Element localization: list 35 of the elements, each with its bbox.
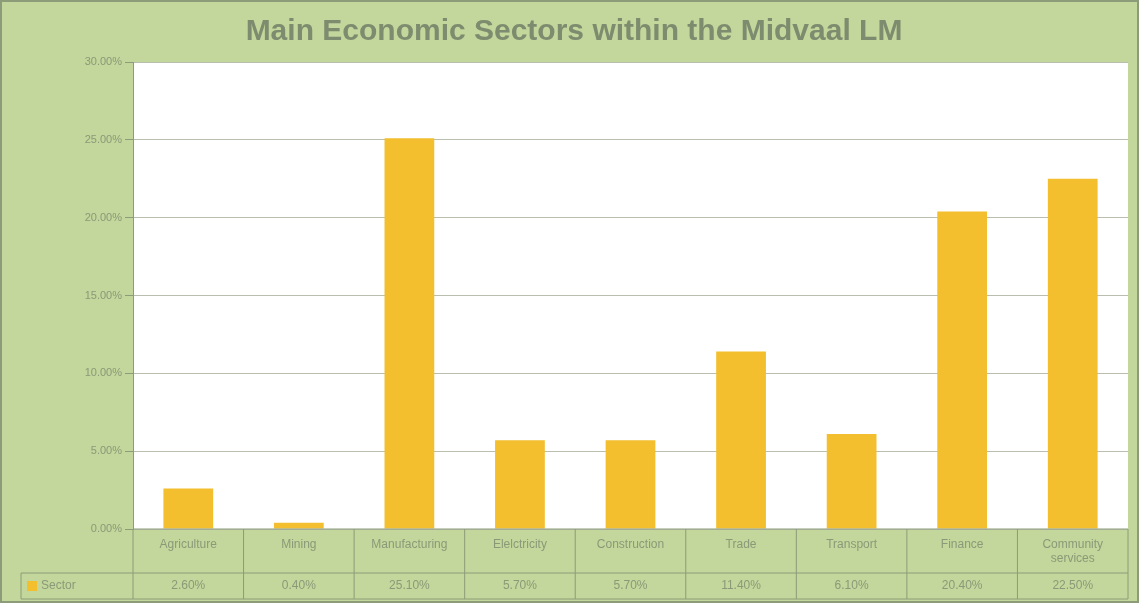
data-label: 5.70%: [613, 578, 648, 593]
bar: [163, 488, 214, 529]
legend-label: Sector: [41, 578, 76, 593]
y-tick-label: 10.00%: [84, 366, 123, 379]
x-tick-label: Transport: [826, 536, 878, 551]
x-tick-label: Manufacturing: [371, 536, 448, 551]
y-tick-label: 25.00%: [84, 132, 123, 145]
x-tick-label: Elelctricity: [492, 536, 547, 551]
x-tick-label: Construction: [596, 536, 665, 551]
chart-title: Main Economic Sectors within the Midvaal LM: [245, 13, 903, 47]
bar: [826, 434, 877, 529]
bar: [495, 440, 545, 529]
x-tick-label: Agriculture: [159, 536, 218, 551]
data-label: 2.60%: [171, 578, 206, 593]
data-label: 5.70%: [502, 578, 538, 593]
x-tick-label: Mining: [281, 536, 317, 551]
bar: [937, 211, 988, 529]
y-tick-label: 5.00%: [90, 444, 123, 457]
x-tick-label: Trade: [725, 536, 757, 551]
y-tick-label: 15.00%: [84, 288, 123, 301]
data-label: 0.40%: [281, 578, 317, 593]
bar: [1047, 178, 1098, 529]
data-label: 20.40%: [941, 578, 983, 593]
x-tick-label: Community services: [1042, 536, 1104, 565]
data-label: 6.10%: [834, 578, 869, 593]
data-label: 25.10%: [389, 578, 431, 593]
bar: [384, 138, 435, 529]
data-label: 11.40%: [721, 578, 762, 593]
x-tick-label: Finance: [940, 536, 984, 551]
bar: [605, 440, 656, 529]
y-tick-label: 20.00%: [84, 210, 123, 223]
y-tick-label: 0.00%: [90, 522, 123, 535]
bar: [716, 351, 766, 529]
y-tick-label: 30.00%: [84, 55, 123, 68]
data-label: 22.50%: [1052, 578, 1094, 593]
